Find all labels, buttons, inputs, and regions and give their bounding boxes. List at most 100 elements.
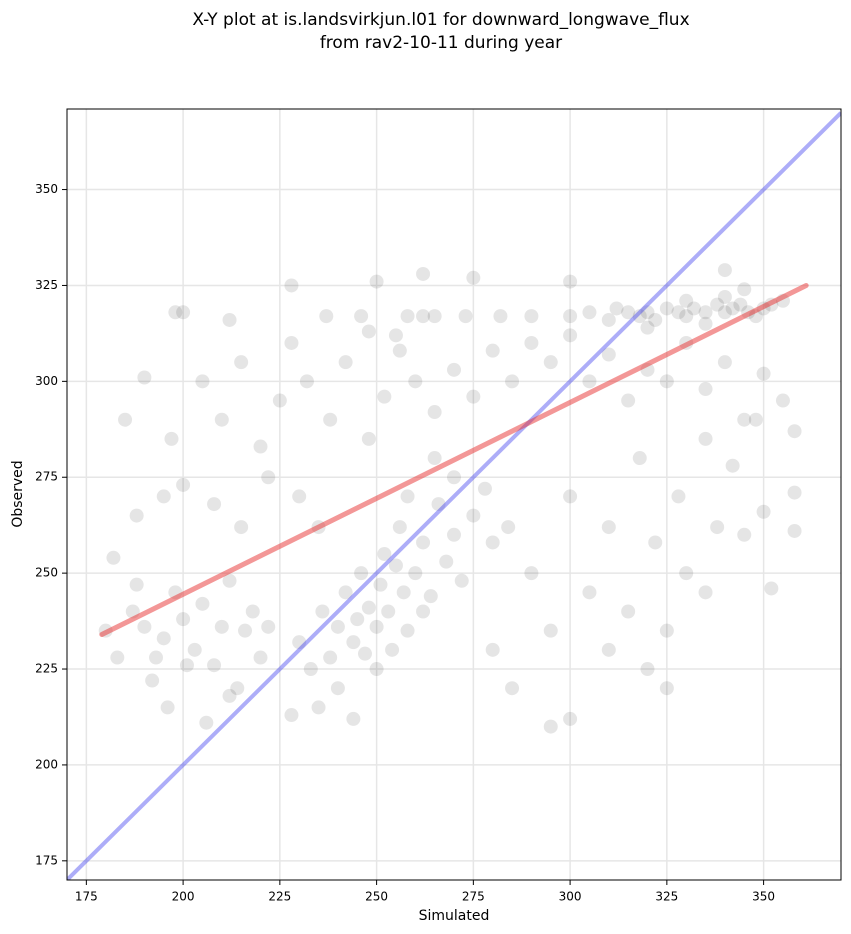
x-axis-label: Simulated [419, 908, 490, 924]
point [764, 581, 779, 596]
identity-line [67, 111, 841, 880]
point [346, 635, 361, 650]
y-tick-label: 225 [35, 662, 58, 676]
point [632, 309, 647, 324]
point [361, 324, 376, 339]
point [698, 585, 713, 600]
point [717, 263, 732, 278]
point [392, 343, 407, 358]
point [466, 508, 481, 523]
point [392, 520, 407, 535]
point [160, 700, 175, 715]
point [640, 320, 655, 335]
point [563, 328, 578, 343]
point [354, 309, 369, 324]
point [698, 382, 713, 397]
point [400, 309, 415, 324]
point [323, 650, 338, 665]
point [330, 681, 345, 696]
point [609, 301, 624, 316]
point [524, 309, 539, 324]
point [725, 458, 740, 473]
y-tick-label: 175 [35, 853, 58, 867]
point [284, 335, 299, 350]
point [369, 619, 384, 634]
point [679, 566, 694, 581]
point [563, 489, 578, 504]
point [373, 577, 388, 592]
point [176, 305, 191, 320]
point [222, 312, 237, 327]
point [361, 600, 376, 615]
fit-line [99, 282, 809, 638]
point [563, 274, 578, 289]
point [431, 497, 446, 512]
point [427, 451, 442, 466]
point [671, 489, 686, 504]
point [439, 554, 454, 569]
point [524, 335, 539, 350]
y-tick-label: 250 [35, 566, 58, 580]
point [396, 585, 411, 600]
point [447, 362, 461, 377]
point [427, 405, 442, 420]
point [601, 347, 616, 362]
point [725, 301, 740, 316]
point [485, 535, 500, 550]
point [253, 650, 268, 665]
point [156, 489, 171, 504]
point [621, 305, 636, 320]
point [156, 631, 171, 646]
x-tick-label: 325 [655, 890, 678, 904]
point [385, 642, 400, 657]
point [106, 550, 121, 565]
point [679, 293, 694, 308]
point [671, 305, 686, 320]
point [458, 309, 473, 324]
point [543, 719, 558, 734]
point [648, 312, 663, 327]
point [416, 604, 431, 619]
point [164, 431, 179, 446]
point [207, 497, 222, 512]
point [648, 535, 663, 550]
y-tick-label: 350 [35, 182, 58, 196]
point [145, 673, 160, 688]
point [543, 623, 558, 638]
point [176, 612, 191, 627]
point [659, 681, 674, 696]
point [775, 393, 790, 408]
point [423, 589, 438, 604]
point [737, 527, 752, 542]
plot-area [67, 111, 841, 880]
point [222, 573, 237, 588]
point [299, 374, 314, 389]
point [582, 305, 597, 320]
point [346, 711, 361, 726]
x-tick-label: 225 [268, 890, 291, 904]
point [388, 558, 403, 573]
y-tick-label: 200 [35, 757, 58, 771]
point [292, 489, 307, 504]
point [400, 489, 415, 504]
point [408, 566, 423, 581]
point [195, 596, 210, 611]
point [408, 374, 423, 389]
point [338, 585, 353, 600]
point [737, 412, 752, 427]
point [493, 309, 508, 324]
chart-title: from rav2-10-11 during year [320, 33, 562, 53]
point [350, 612, 365, 627]
point [505, 681, 520, 696]
point [501, 520, 516, 535]
point [717, 355, 732, 370]
point [485, 343, 500, 358]
point [315, 604, 330, 619]
point [245, 604, 260, 619]
point [640, 305, 655, 320]
point [733, 297, 748, 312]
point [369, 274, 384, 289]
point [319, 309, 334, 324]
plot-frame [66, 108, 842, 881]
point [756, 504, 771, 519]
